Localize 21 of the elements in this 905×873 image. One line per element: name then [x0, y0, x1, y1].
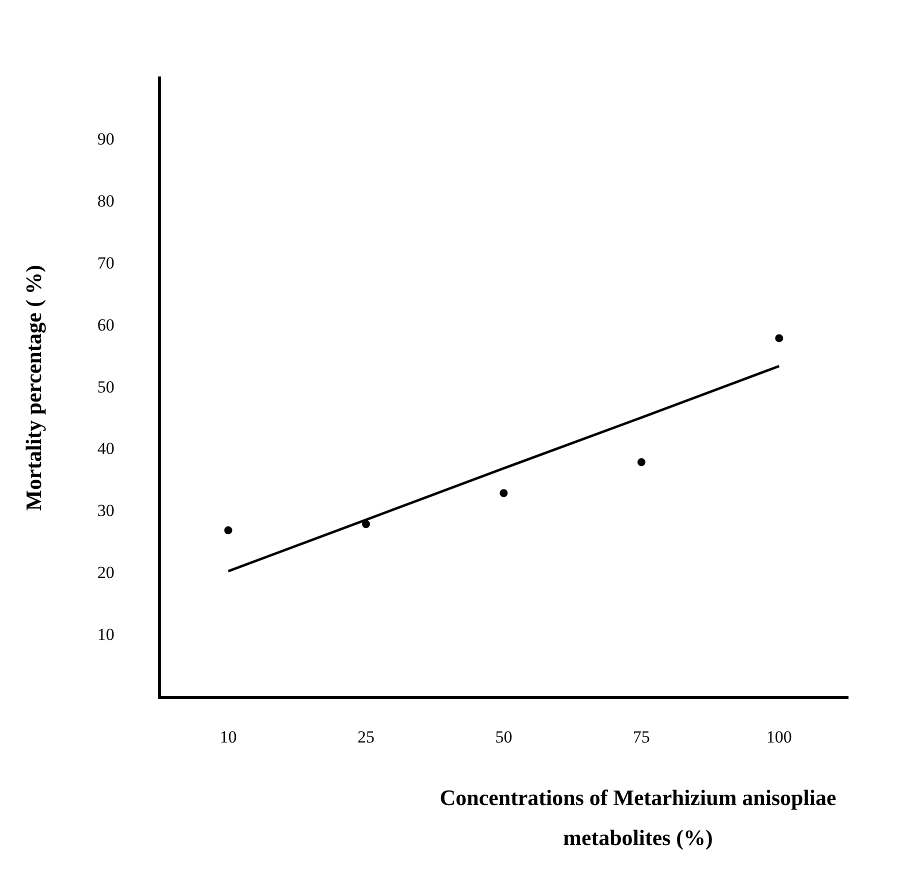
point — [362, 520, 370, 528]
x-tick-label: 10 — [220, 727, 237, 746]
point — [637, 458, 646, 466]
y-tick-label: 90 — [97, 129, 114, 148]
x-tick-label: 50 — [495, 727, 512, 746]
point — [224, 526, 232, 534]
x-tick-label: 75 — [632, 727, 650, 746]
y-tick-label: 50 — [97, 377, 114, 396]
x-tick-label: 100 — [766, 727, 792, 746]
y-tick-label: 60 — [97, 315, 114, 334]
y-tick-label: 80 — [97, 191, 114, 210]
y-tick-label: 40 — [97, 439, 114, 458]
y-tick-label: 20 — [97, 563, 114, 582]
y-tick-label: 70 — [97, 253, 114, 272]
point — [775, 334, 784, 342]
y-tick-label: 10 — [97, 625, 114, 644]
y-axis-title: Mortality percentage ( %) — [20, 264, 46, 511]
point — [500, 489, 508, 498]
x-tick-label: 25 — [357, 727, 374, 746]
y-tick-label: 30 — [97, 501, 114, 520]
x-axis-title: Concentrations of Metarhizium anisopliae metabolites (%) — [438, 784, 838, 852]
